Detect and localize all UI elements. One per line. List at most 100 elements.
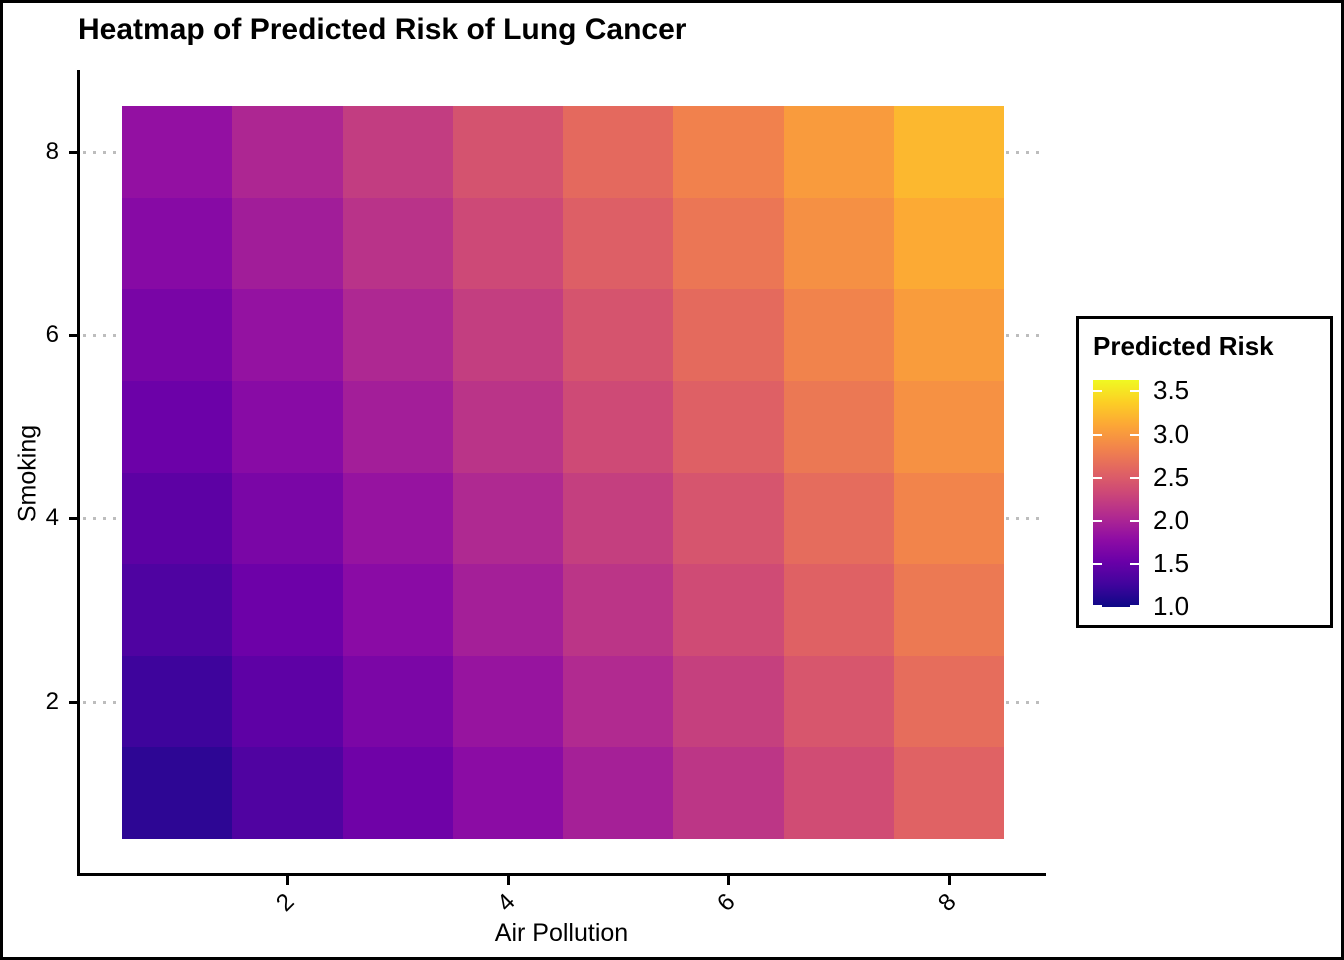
heatmap-tile-pollution8-smoking8 [893,106,1004,198]
heatmap-tile-pollution2-smoking1 [232,747,343,839]
y-gridline-stub [1006,701,1040,704]
heatmap-tile-pollution1-smoking2 [122,655,233,748]
heatmap-tile-pollution6-smoking2 [673,655,784,748]
legend-bar-tick [1093,520,1102,522]
y-gridline-stub [83,151,121,154]
heatmap-tile-pollution3-smoking4 [342,472,453,565]
heatmap-tile-pollution7-smoking6 [783,289,894,381]
x-axis-tick-4 [507,876,510,885]
y-axis-tick-8 [69,151,78,154]
heatmap-tile-pollution1-smoking5 [122,380,233,473]
heatmap-tile-pollution4-smoking3 [452,564,563,656]
heatmap-tile-pollution3-smoking2 [342,655,453,748]
y-gridline-stub [1006,334,1040,337]
legend-colorbar [1093,380,1139,607]
heatmap-tile-pollution2-smoking6 [232,289,343,381]
heatmap-tile-pollution5-smoking3 [563,564,674,656]
y-axis-title: Smoking [13,424,42,523]
heatmap-tile-pollution1-smoking1 [122,747,233,839]
legend-tick-label-2.0: 2.0 [1153,505,1190,535]
heatmap-tile-pollution7-smoking8 [783,106,894,198]
legend-tick-label-1.0: 1.0 [1153,591,1190,621]
x-axis-tick-8 [948,876,951,885]
heatmap-tile-pollution3-smoking1 [342,747,453,839]
legend-bar-tick [1093,390,1102,392]
heatmap-tile-pollution5-smoking7 [563,197,674,290]
heatmap-tile-pollution4-smoking2 [452,655,563,748]
y-gridline-stub [1006,151,1040,154]
heatmap-tile-pollution2-smoking5 [232,380,343,473]
x-axis-tick-label-4: 4 [492,888,521,917]
heatmap-tile-pollution7-smoking2 [783,655,894,748]
heatmap-grid [122,106,1004,839]
heatmap-tile-pollution5-smoking5 [563,380,674,473]
heatmap-tile-pollution8-smoking4 [893,472,1004,565]
legend-tick-label-2.5: 2.5 [1153,462,1190,492]
x-axis-tick-2 [286,876,289,885]
legend-title: Predicted Risk [1093,331,1274,361]
heatmap-tile-pollution8-smoking7 [893,197,1004,290]
y-axis-tick-label-4: 4 [45,504,59,531]
legend-bar-tick [1093,434,1102,436]
heatmap-tile-pollution2-smoking3 [232,564,343,656]
heatmap-tile-pollution5-smoking6 [563,289,674,381]
legend-bar-tick [1130,605,1139,607]
heatmap-tile-pollution4-smoking6 [452,289,563,381]
y-axis-tick-label-2: 2 [45,688,59,715]
heatmap-tile-pollution8-smoking6 [893,289,1004,381]
y-axis-line [77,70,80,876]
heatmap-tile-pollution8-smoking5 [893,380,1004,473]
heatmap-tile-pollution4-smoking7 [452,197,563,290]
heatmap-tile-pollution2-smoking7 [232,197,343,290]
legend-bar-tick [1130,563,1139,565]
heatmap-tile-pollution2-smoking4 [232,472,343,565]
legend-tick-label-1.5: 1.5 [1153,548,1190,578]
heatmap-tile-pollution6-smoking8 [673,106,784,198]
legend-bar-tick [1130,520,1139,522]
heatmap-tile-pollution7-smoking7 [783,197,894,290]
heatmap-tile-pollution4-smoking5 [452,380,563,473]
heatmap-tile-pollution1-smoking6 [122,289,233,381]
heatmap-tile-pollution5-smoking1 [563,747,674,839]
y-axis-tick-label-6: 6 [45,321,59,348]
heatmap-tile-pollution4-smoking1 [452,747,563,839]
x-axis-tick-6 [727,876,730,885]
legend-tick-label-3.5: 3.5 [1153,375,1190,405]
legend-bar-tick [1093,605,1102,607]
heatmap-tile-pollution6-smoking3 [673,564,784,656]
heatmap-tile-pollution3-smoking3 [342,564,453,656]
y-gridline-stub [1006,517,1040,520]
chart-title: Heatmap of Predicted Risk of Lung Cancer [78,13,687,46]
legend-bar-tick [1130,390,1139,392]
x-axis-line [77,873,1046,876]
heatmap-tile-pollution7-smoking1 [783,747,894,839]
heatmap-tile-pollution2-smoking8 [232,106,343,198]
heatmap-tile-pollution7-smoking3 [783,564,894,656]
heatmap-tile-pollution8-smoking2 [893,655,1004,748]
heatmap-tile-pollution5-smoking2 [563,655,674,748]
heatmap-tile-pollution1-smoking3 [122,564,233,656]
heatmap-tile-pollution6-smoking1 [673,747,784,839]
heatmap-tile-pollution7-smoking5 [783,380,894,473]
legend-bar-tick [1093,563,1102,565]
legend-tick-label-3.0: 3.0 [1153,419,1190,449]
legend-bar-tick [1130,434,1139,436]
y-axis-tick-2 [69,701,78,704]
x-axis-tick-label-6: 6 [712,888,741,917]
heatmap-tile-pollution2-smoking2 [232,655,343,748]
heatmap-tile-pollution5-smoking4 [563,472,674,565]
y-axis-tick-4 [69,517,78,520]
heatmap-tile-pollution3-smoking7 [342,197,453,290]
heatmap-tile-pollution6-smoking7 [673,197,784,290]
heatmap-tile-pollution3-smoking8 [342,106,453,198]
y-gridline-stub [83,334,121,337]
heatmap-tile-pollution3-smoking6 [342,289,453,381]
x-axis-title: Air Pollution [494,919,629,947]
x-axis-tick-label-2: 2 [271,888,300,917]
heatmap-tile-pollution4-smoking4 [452,472,563,565]
heatmap-tile-pollution3-smoking5 [342,380,453,473]
x-axis-tick-label-8: 8 [933,888,962,917]
legend-bar-tick [1093,477,1102,479]
heatmap-tile-pollution6-smoking6 [673,289,784,381]
